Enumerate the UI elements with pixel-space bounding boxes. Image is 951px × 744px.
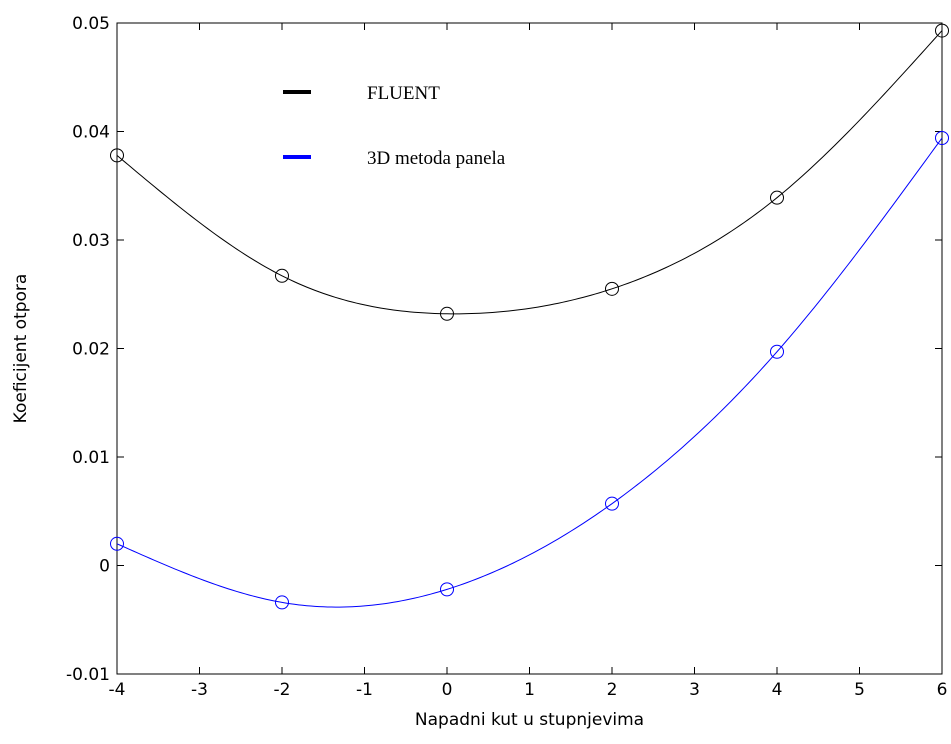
y-axis-ticks: -0.01 0 0.01 0.02 0.03 0.04 0.05 [66, 14, 942, 685]
y-tick-label: 0.05 [72, 14, 110, 34]
x-tick-label: 4 [772, 680, 783, 700]
data-point [275, 595, 289, 610]
y-tick-label: 0.03 [72, 231, 110, 251]
y-tick-label: 0.02 [72, 340, 110, 360]
x-tick-label: 5 [854, 680, 865, 700]
data-point [770, 344, 784, 359]
y-tick-label: -0.01 [66, 665, 110, 685]
x-tick-label: -3 [191, 680, 208, 700]
plot-area-border [116, 22, 943, 675]
data-point [935, 23, 949, 38]
y-axis-label: Koeficijent otpora [11, 274, 31, 424]
data-point [440, 306, 454, 321]
legend-label: 3D metoda panela [367, 148, 506, 169]
data-point [275, 268, 289, 283]
x-tick-label: 2 [607, 680, 618, 700]
x-axis-ticks: -4 -3 -2 -1 0 1 2 3 4 5 6 [109, 23, 948, 700]
x-tick-label: 3 [689, 680, 700, 700]
series-line [116, 137, 943, 608]
x-tick-label: 1 [524, 680, 535, 700]
data-point [110, 536, 124, 551]
series-line [116, 30, 943, 315]
y-tick-label: 0.01 [72, 448, 110, 468]
legend: FLUENT 3D metoda panela [283, 83, 506, 169]
data-point [605, 281, 619, 296]
x-tick-label: -2 [274, 680, 291, 700]
legend-label: FLUENT [367, 83, 440, 104]
series-0 [110, 23, 949, 321]
y-tick-label: 0.04 [72, 123, 110, 143]
data-point [440, 582, 454, 597]
x-tick-label: 0 [442, 680, 453, 700]
y-tick-label: 0 [99, 557, 110, 577]
series-layer [110, 23, 949, 610]
data-point [605, 496, 619, 511]
x-tick-label: 6 [937, 680, 948, 700]
data-point [770, 190, 784, 205]
x-axis-label: Napadni kut u stupnjevima [415, 710, 644, 730]
data-point [110, 148, 124, 163]
series-1 [110, 131, 949, 610]
x-tick-label: -1 [356, 680, 373, 700]
data-point [935, 131, 949, 146]
x-tick-label: -4 [109, 680, 126, 700]
plot-frame [116, 22, 943, 675]
